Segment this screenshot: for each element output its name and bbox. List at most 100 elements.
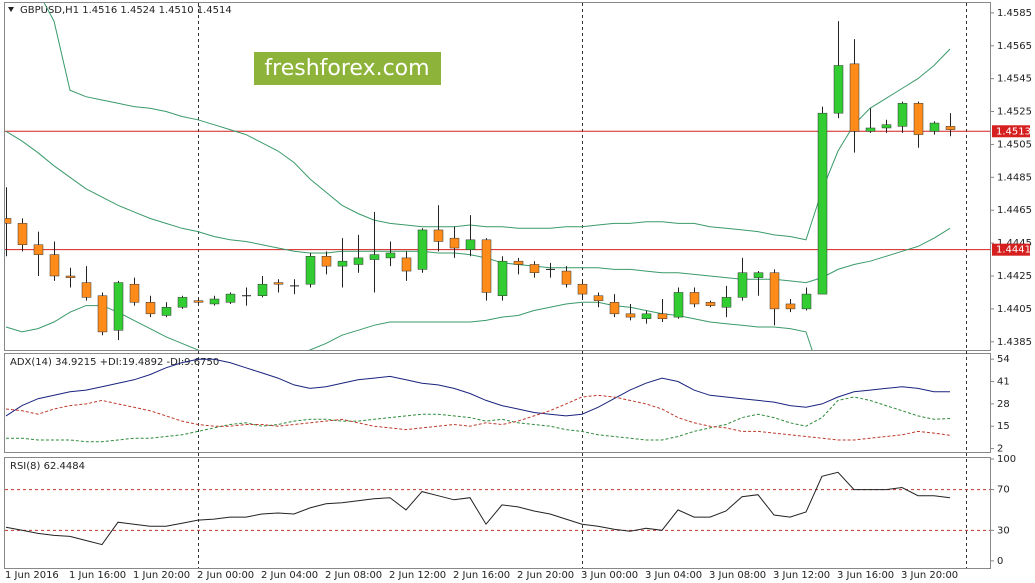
candle-body	[529, 264, 540, 273]
y-tick-label: 1.4505	[997, 139, 1032, 150]
indicator-line	[5, 394, 951, 441]
candle-body	[353, 257, 364, 265]
indicator-line	[6, 396, 951, 443]
candle-body	[481, 239, 492, 293]
y-tick-label: 2	[997, 444, 1003, 455]
y-tick-label: 1.4565	[997, 41, 1032, 52]
x-tick-label: 3 Jun 04:00	[645, 570, 702, 581]
panel-1	[5, 358, 951, 443]
x-tick-label: 2 Jun 00:00	[197, 570, 254, 581]
candle-body	[81, 282, 92, 298]
x-tick-label: 1 Jun 16:00	[69, 570, 126, 581]
candle-body	[113, 282, 124, 331]
candle-body	[257, 283, 268, 296]
y-tick-label: 1.4465	[997, 205, 1032, 216]
x-tick-label: 2 Jun 04:00	[261, 570, 318, 581]
watermark-box	[254, 52, 441, 85]
candle-body	[97, 295, 108, 333]
panel-0	[5, 3, 990, 350]
main-panel-frame	[4, 2, 991, 351]
candle-body	[689, 292, 700, 305]
candle-body	[369, 254, 380, 260]
indicator-line	[5, 358, 950, 417]
candle-body	[897, 103, 908, 127]
x-tick-label: 3 Jun 08:00	[709, 570, 766, 581]
x-tick-label: 3 Jun 16:00	[837, 570, 894, 581]
y-tick-label: 41	[997, 377, 1010, 388]
bollinger-band	[5, 130, 951, 284]
candle-body	[801, 293, 812, 310]
candle-body	[193, 300, 204, 303]
candle-body	[817, 112, 828, 295]
candle-body	[849, 63, 860, 132]
candle-body	[785, 303, 796, 310]
x-tick-label: 1 Jun 20:00	[133, 570, 190, 581]
adx-title: ADX(14) 34.9215 +DI:19.4892 -DI:9.6750	[10, 357, 219, 368]
candle-body	[17, 223, 28, 245]
candle-body	[129, 283, 140, 303]
candle-body	[593, 295, 604, 301]
chart-title: GBPUSD,H1 1.4516 1.4524 1.4510 1.4514	[20, 5, 232, 16]
y-tick-label: 1.4425	[997, 271, 1032, 282]
rsi-title: RSI(8) 62.4484	[10, 461, 85, 472]
x-tick-label: 2 Jun 12:00	[389, 570, 446, 581]
watermark: freshforex.com	[264, 56, 429, 81]
rsi-panel-frame	[4, 457, 991, 569]
x-tick-label: 3 Jun 12:00	[773, 570, 830, 581]
panel-2	[5, 471, 990, 546]
candle-body	[721, 297, 732, 308]
candle-body	[449, 237, 460, 249]
candle-body	[385, 252, 396, 259]
candle-body	[657, 313, 668, 320]
price-label-box	[992, 243, 1030, 256]
candle-body	[881, 124, 892, 129]
symbol-icon	[8, 7, 14, 12]
candle-body	[625, 313, 636, 318]
candle-body	[5, 218, 12, 224]
candle-body	[225, 293, 236, 303]
candle-body	[913, 103, 924, 135]
bollinger-band	[5, 301, 813, 350]
candle-body	[833, 65, 844, 114]
candle-body	[769, 272, 780, 310]
y-tick-label: 0	[997, 556, 1003, 567]
y-tick-label: 70	[997, 485, 1010, 496]
x-tick-label: 2 Jun 16:00	[453, 570, 510, 581]
candle-body	[209, 298, 220, 305]
y-tick-label: 30	[997, 525, 1010, 536]
y-tick-label: 100	[997, 454, 1016, 465]
candle-body	[465, 239, 476, 250]
candle-body	[577, 283, 588, 295]
y-tick-label: 1.4445	[997, 238, 1032, 249]
x-tick-label: 2 Jun 20:00	[517, 570, 574, 581]
candle-body	[33, 244, 44, 255]
y-tick-label: 28	[997, 399, 1010, 410]
candle-body	[161, 306, 172, 316]
candle-body	[273, 282, 284, 285]
x-tick-label: 3 Jun 20:00	[901, 570, 958, 581]
candle-body	[417, 229, 428, 270]
x-tick-label: 3 Jun 00:00	[581, 570, 638, 581]
candle-body	[321, 256, 332, 267]
price-label: 1.4441	[996, 245, 1031, 256]
candle-body	[641, 313, 652, 320]
candle-body	[401, 257, 412, 272]
candle-body	[497, 260, 508, 296]
y-tick-label: 1.4385	[997, 337, 1032, 348]
candle-body	[737, 272, 748, 298]
y-tick-label: 1.4585	[997, 8, 1032, 19]
candle-body	[753, 272, 764, 278]
candle-body	[49, 254, 60, 277]
candle-body	[433, 229, 444, 242]
candle-body	[705, 302, 716, 306]
candle-body	[145, 302, 156, 315]
candle-body	[561, 270, 572, 285]
candle-body	[305, 256, 316, 285]
price-label-box	[992, 125, 1030, 138]
candle-body	[513, 260, 524, 265]
x-tick-label: 2 Jun 08:00	[325, 570, 382, 581]
y-tick-label: 15	[997, 421, 1010, 432]
y-tick-label: 1.4485	[997, 172, 1032, 183]
candle-body	[865, 127, 876, 132]
